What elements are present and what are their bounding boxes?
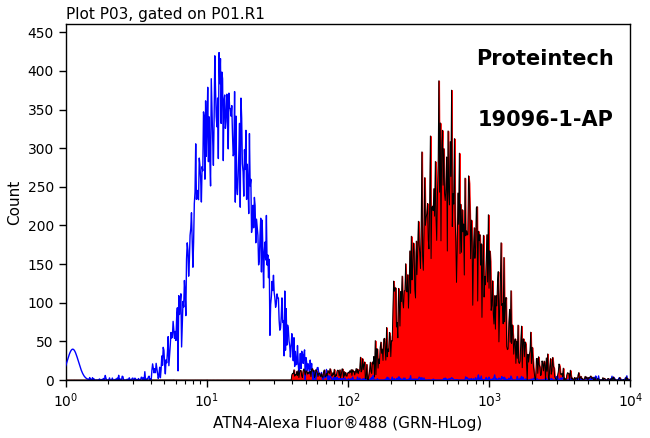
- Text: 19096-1-AP: 19096-1-AP: [478, 110, 614, 130]
- Y-axis label: Count: Count: [7, 180, 22, 225]
- Text: Plot P03, gated on P01.R1: Plot P03, gated on P01.R1: [66, 7, 265, 22]
- Text: Proteintech: Proteintech: [476, 49, 614, 69]
- X-axis label: ATN4-Alexa Fluor®488 (GRN-HLog): ATN4-Alexa Fluor®488 (GRN-HLog): [213, 416, 483, 431]
